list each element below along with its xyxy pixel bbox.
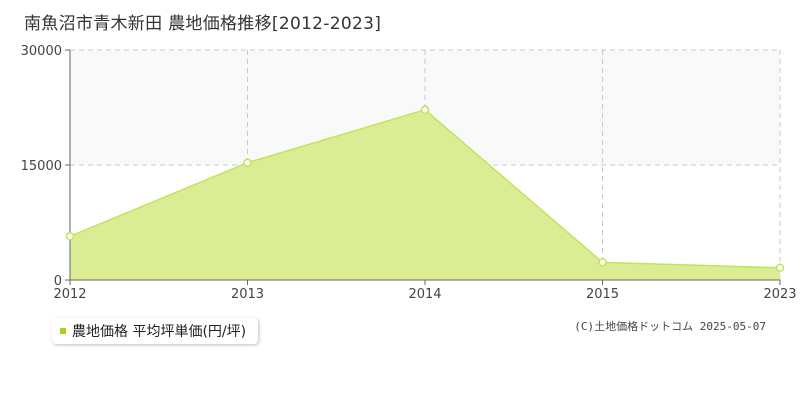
legend: 農地価格 平均坪単価(円/坪) [52,318,259,344]
y-tick-label: 30000 [21,44,62,59]
x-tick-labels: 2012 2013 2014 2015 2023 [53,287,796,302]
y-tick-label: 0 [54,274,62,289]
credit-text: (C)土地価格ドットコム 2025-05-07 [574,320,766,333]
axes [65,49,781,285]
x-tick-label: 2014 [408,287,441,302]
x-tick-label: 2015 [586,287,619,302]
data-markers [65,105,785,272]
legend-label: 農地価格 平均坪単価(円/坪) [72,324,247,340]
data-point [65,232,75,241]
chart-title: 南魚沼市青木新田 農地価格推移[2012-2023] [24,14,382,34]
x-tick-label: 2013 [231,287,264,302]
data-point [243,158,252,167]
data-point [598,258,607,267]
legend-swatch [60,328,66,334]
y-tick-labels: 0 15000 30000 [21,44,62,289]
x-tick-label: 2023 [763,287,796,302]
x-tick-label: 2012 [53,287,86,302]
data-point [775,263,785,272]
area-fill [70,109,780,280]
y-tick-label: 15000 [21,159,62,174]
data-point [420,105,430,115]
